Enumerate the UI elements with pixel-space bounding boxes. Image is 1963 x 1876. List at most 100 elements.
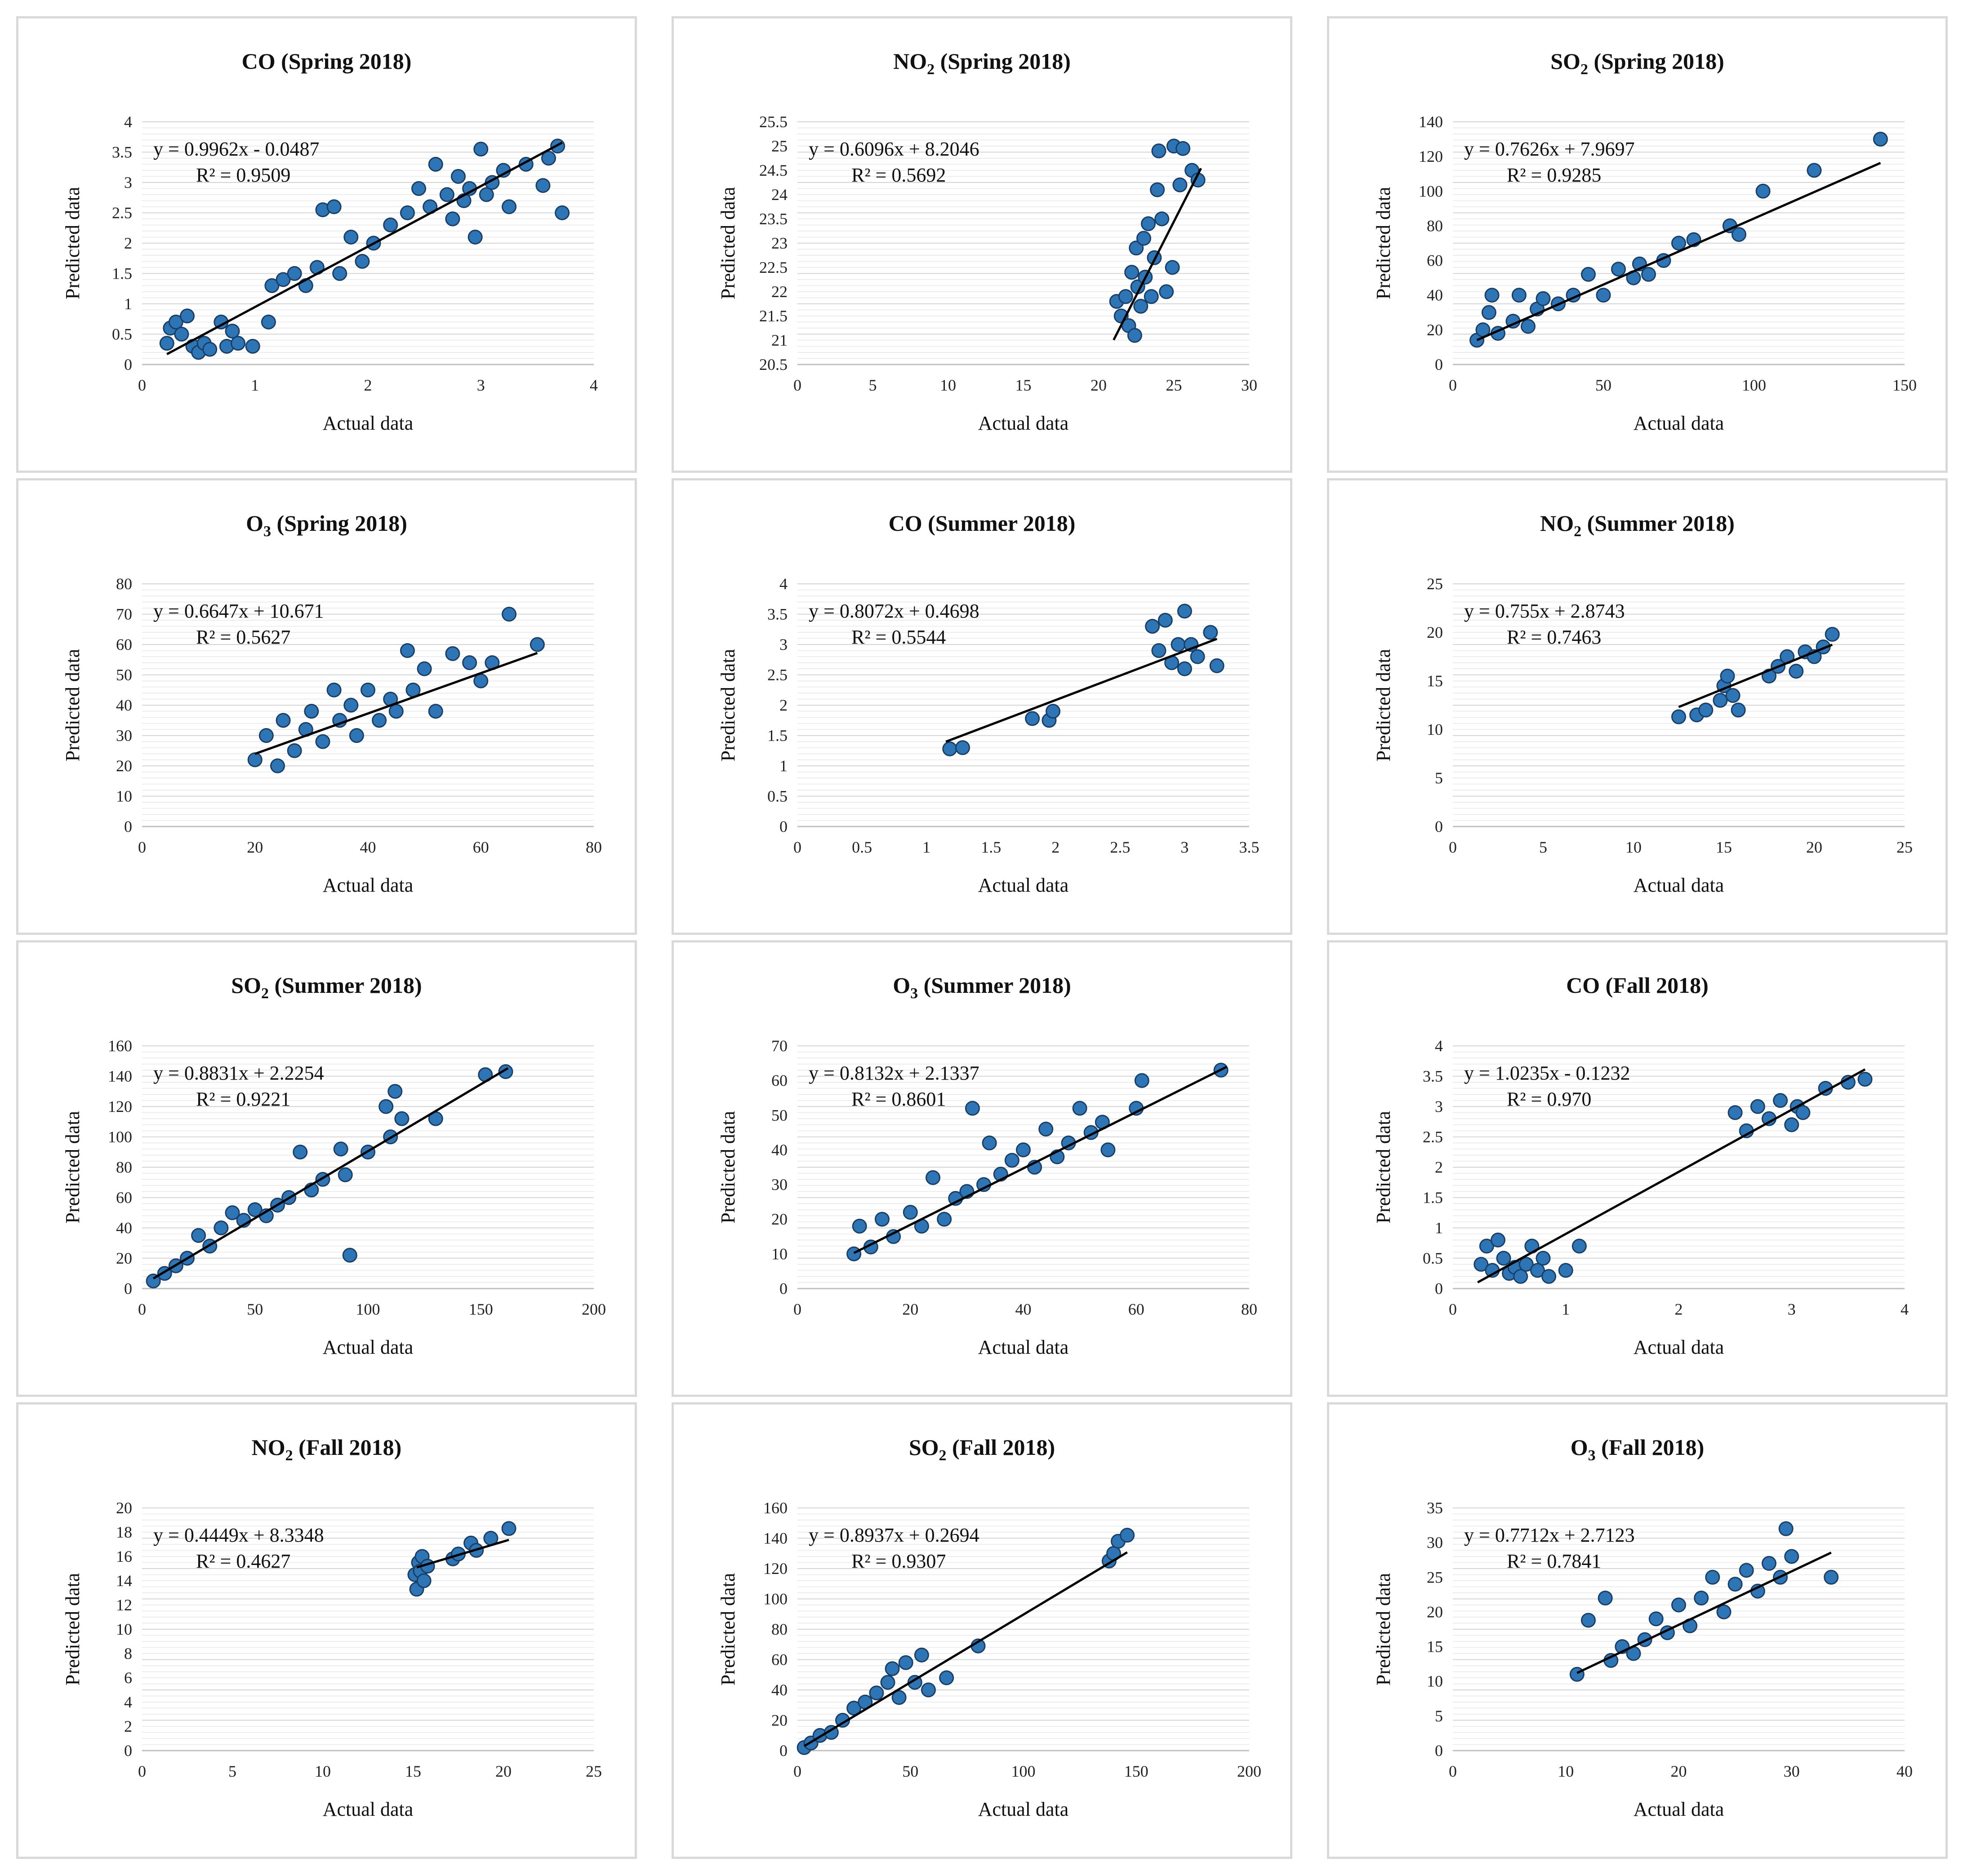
scatter-chart: CO (Fall 2018) 0 0.5 1 1.5 2 2.5 3 3.5 4 0 1 2 3 4 Actu… — [1372, 973, 1909, 1358]
y-tick-label: 140 — [108, 1067, 132, 1085]
x-tick-label: 0 — [138, 1300, 146, 1318]
x-tick-label: 15 — [405, 1762, 421, 1780]
y-tick-label: 30 — [1427, 1534, 1443, 1551]
y-tick-label: 35 — [1427, 1499, 1443, 1517]
data-point — [530, 637, 545, 652]
x-tick-label: 0 — [793, 1300, 801, 1318]
data-point — [202, 342, 218, 357]
chart-title: O3 (Spring 2018) — [246, 511, 407, 540]
x-tick-label: 10 — [940, 376, 956, 394]
data-point — [315, 734, 330, 749]
r-squared: R² = 0.5627 — [196, 626, 290, 648]
chart-panel: CO (Fall 2018) 0 0.5 1 1.5 2 2.5 3 3.5 4 0 1 2 3 4 Actu… — [1327, 940, 1948, 1397]
data-point — [1203, 625, 1218, 640]
scatter-chart: O3 (Fall 2018) 0 5 10 15 20 25 30 35 0 10 20 30 40 Act… — [1372, 1435, 1913, 1820]
data-point — [180, 308, 195, 324]
data-point — [1491, 1232, 1505, 1248]
y-tick-label: 20 — [1427, 1603, 1443, 1621]
r-squared: R² = 0.4627 — [196, 1550, 290, 1572]
x-tick-label: 4 — [590, 376, 598, 394]
data-point — [914, 1647, 929, 1663]
x-tick-label: 3 — [1180, 838, 1188, 856]
y-tick-label: 20 — [1427, 623, 1443, 641]
y-tick-label: 0 — [124, 818, 132, 836]
trendline — [1113, 168, 1202, 341]
data-point — [276, 713, 291, 728]
gridlines — [1453, 121, 1905, 365]
x-tick-label: 80 — [586, 838, 602, 856]
data-point — [1739, 1563, 1754, 1578]
y-tick-label: 10 — [1427, 1672, 1443, 1690]
data-point — [1046, 704, 1061, 719]
y-tick-label: 40 — [116, 1219, 132, 1237]
trendline — [945, 638, 1218, 743]
data-points — [1473, 1071, 1873, 1284]
gridlines — [1453, 1507, 1905, 1751]
data-point — [1025, 711, 1040, 726]
data-point — [1671, 709, 1686, 725]
data-point — [1698, 702, 1714, 718]
y-tick-label: 2.5 — [112, 204, 132, 222]
data-point — [926, 1170, 940, 1185]
y-tick-label: 120 — [1419, 147, 1443, 165]
x-tick-label: 20 — [1806, 838, 1822, 856]
x-tick-label: 1.5 — [981, 838, 1001, 856]
data-point — [1145, 619, 1160, 634]
data-point — [502, 199, 517, 214]
x-tick-label: 0 — [1449, 838, 1457, 856]
data-point — [1857, 1071, 1873, 1087]
data-point — [445, 211, 460, 227]
data-point — [1750, 1099, 1765, 1114]
chart-panel: SO2 (Summer 2018) 0 20 40 60 80 100 120 140 160 0 5… — [16, 940, 637, 1397]
x-tick-label: 0 — [1449, 376, 1457, 394]
regression-equation: y = 0.7712x + 2.7123 — [1464, 1524, 1635, 1546]
data-point — [955, 740, 970, 755]
x-axis-label: Actual data — [323, 1336, 414, 1358]
y-tick-label: 23 — [771, 234, 788, 252]
x-tick-label: 20 — [1091, 376, 1107, 394]
data-point — [1159, 284, 1174, 299]
data-point — [1473, 1257, 1489, 1272]
x-axis-label: Actual data — [323, 874, 414, 896]
data-points — [1469, 132, 1888, 348]
y-tick-label: 10 — [771, 1245, 788, 1263]
chart-title: CO (Summer 2018) — [889, 511, 1076, 536]
x-tick-label: 1 — [251, 376, 259, 394]
x-tick-label: 0 — [793, 1762, 801, 1780]
y-tick-label: 12 — [116, 1596, 132, 1614]
chart-panel: O3 (Fall 2018) 0 5 10 15 20 25 30 35 0 10 20 30 40 Act… — [1327, 1402, 1948, 1859]
y-tick-label: 80 — [116, 1158, 132, 1176]
regression-equation: y = 0.6096x + 8.2046 — [809, 138, 979, 160]
x-tick-label: 100 — [1011, 1762, 1036, 1780]
data-point — [1732, 227, 1746, 242]
regression-equation: y = 0.9962x - 0.0487 — [153, 138, 319, 160]
data-point — [462, 655, 477, 670]
data-point — [1144, 289, 1159, 304]
y-tick-label: 0 — [124, 1742, 132, 1760]
data-point — [874, 1212, 890, 1227]
y-tick-label: 60 — [116, 636, 132, 653]
data-point — [939, 1670, 954, 1685]
scatter-chart: O3 (Summer 2018) 0 10 20 30 40 50 60 70 0 20 40 60 80… — [717, 973, 1257, 1358]
x-tick-label: 3 — [477, 376, 485, 394]
r-squared: R² = 0.9509 — [196, 164, 290, 186]
y-tick-label: 21 — [771, 331, 788, 349]
y-tick-label: 100 — [763, 1590, 788, 1608]
data-point — [1134, 1073, 1149, 1088]
y-tick-label: 50 — [771, 1106, 788, 1124]
data-point — [1789, 663, 1804, 679]
chart-panel: CO (Spring 2018) 0 0.5 1 1.5 2 2.5 3 3.5 4 0 1 2 3 4 Ac… — [16, 16, 637, 473]
y-tick-label: 10 — [1427, 720, 1443, 738]
y-tick-label: 20.5 — [759, 356, 788, 373]
data-point — [264, 278, 280, 293]
r-squared: R² = 0.9307 — [851, 1550, 946, 1572]
y-tick-label: 3 — [779, 636, 788, 653]
y-axis-label: Predicted data — [62, 187, 84, 299]
y-tick-label: 3.5 — [112, 143, 132, 161]
data-point — [1773, 1093, 1788, 1108]
y-tick-label: 25 — [1427, 575, 1443, 593]
r-squared: R² = 0.970 — [1507, 1088, 1591, 1110]
data-point — [1784, 1549, 1799, 1564]
data-point — [1713, 693, 1728, 708]
data-point — [1873, 132, 1888, 147]
